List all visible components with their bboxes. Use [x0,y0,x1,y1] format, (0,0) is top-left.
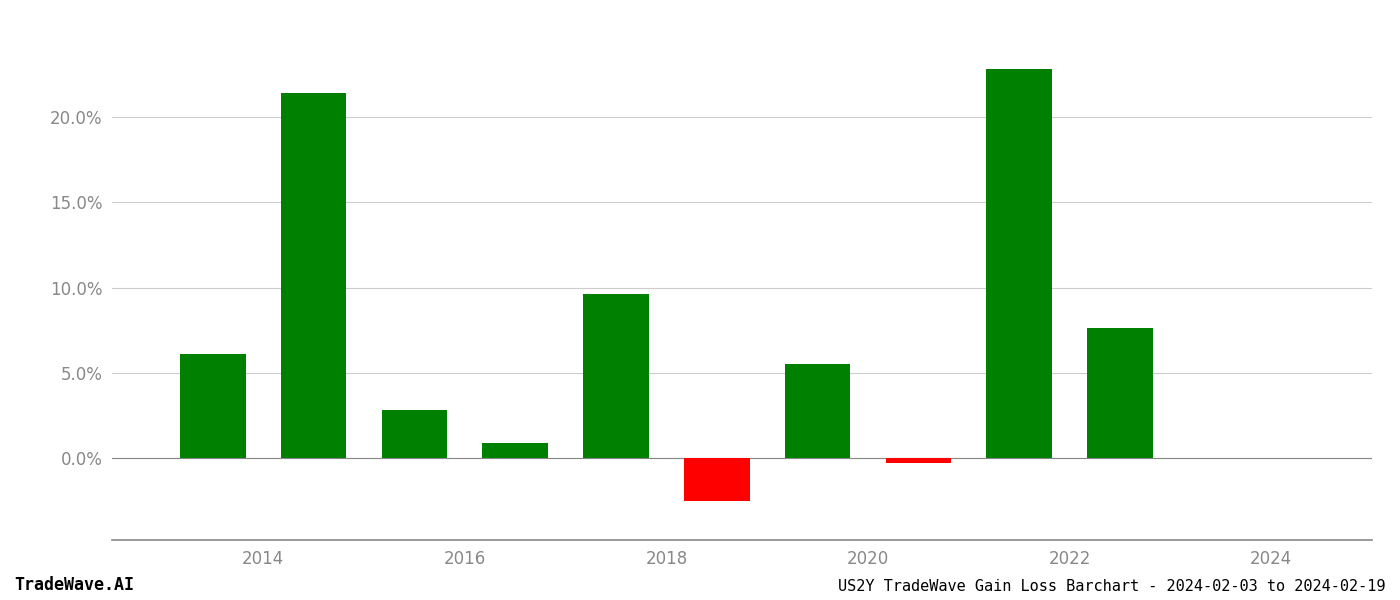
Bar [1088,328,1152,458]
Text: TradeWave.AI: TradeWave.AI [14,576,134,594]
Bar [281,93,346,458]
Bar [785,364,850,458]
Bar [886,458,951,463]
Bar [584,295,648,458]
Bar [685,458,749,501]
Text: US2Y TradeWave Gain Loss Barchart - 2024-02-03 to 2024-02-19: US2Y TradeWave Gain Loss Barchart - 2024… [839,579,1386,594]
Bar [382,410,447,458]
Bar [483,443,547,458]
Bar [987,69,1051,458]
Bar [181,354,245,458]
